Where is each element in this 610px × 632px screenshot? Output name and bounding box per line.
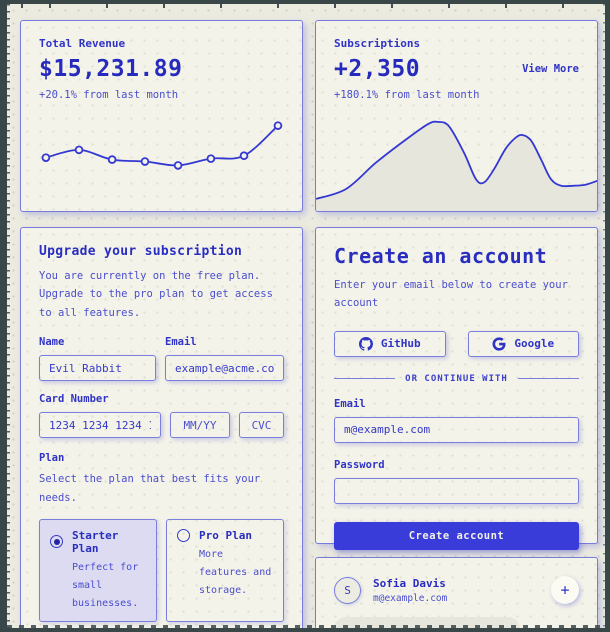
message-bubble-placeholder — [334, 617, 520, 628]
dashboard-page: Total Revenue $15,231.89 +20.1% from las… — [7, 4, 605, 628]
subscriptions-value: +2,350 — [334, 56, 421, 82]
github-button-label: GitHub — [380, 337, 421, 351]
subscriptions-area-chart — [316, 120, 597, 211]
github-icon — [358, 336, 373, 351]
frame-ticks-top — [7, 4, 605, 8]
divider-line-right — [517, 378, 580, 380]
frame-ticks-right — [603, 4, 605, 628]
chat-user-email: m@example.com — [373, 592, 448, 604]
divider-line-left — [334, 378, 396, 380]
upgrade-subscription-card: Upgrade your subscription You are curren… — [20, 227, 303, 628]
chat-card: S Sofia Davis m@example.com + — [315, 557, 598, 628]
pro-plan-option[interactable]: Pro Plan More features and storage. — [166, 518, 284, 622]
name-label: Name — [39, 336, 65, 349]
signup-description: Enter your email below to create your ac… — [334, 279, 568, 310]
chat-user-name: Sofia Davis — [373, 576, 446, 590]
pro-plan-name: Pro Plan — [199, 528, 252, 542]
pro-plan-description: More features and storage. — [199, 548, 272, 596]
signup-title: Create an account — [334, 244, 548, 268]
total-revenue-title: Total Revenue — [39, 37, 126, 50]
subscriptions-title: Subscriptions — [334, 37, 421, 50]
google-button-label: Google — [514, 337, 555, 351]
card-cvc-field[interactable] — [239, 412, 284, 439]
plan-label: Plan — [39, 452, 65, 465]
frame-ticks-left — [7, 4, 10, 628]
plus-icon: + — [560, 580, 570, 599]
plan-description: Select the plan that best fits your need… — [39, 473, 261, 504]
google-button[interactable]: Google — [467, 330, 579, 357]
upgrade-title: Upgrade your subscription — [39, 244, 243, 259]
revenue-line-chart — [41, 121, 283, 170]
subscriptions-delta: +180.1% from last month — [334, 89, 480, 101]
billing-email-field[interactable] — [165, 355, 284, 382]
card-expiry-field[interactable] — [170, 412, 230, 439]
avatar-initial: S — [344, 583, 351, 597]
starter-plan-description: Perfect for small businesses. — [72, 561, 139, 609]
upgrade-description: You are currently on the free plan. Upgr… — [39, 270, 273, 319]
total-revenue-delta: +20.1% from last month — [39, 89, 179, 101]
create-account-card: Create an account Enter your email below… — [315, 227, 598, 550]
name-field[interactable] — [39, 355, 156, 382]
divider-text: OR CONTINUE WITH — [405, 373, 508, 384]
total-revenue-card: Total Revenue $15,231.89 +20.1% from las… — [20, 20, 303, 212]
starter-plan-option[interactable]: Starter Plan Perfect for small businesse… — [39, 518, 157, 622]
card-number-field[interactable] — [39, 412, 161, 439]
starter-plan-name: Starter Plan — [72, 528, 119, 555]
card-number-label: Card Number — [39, 393, 109, 406]
email-label: Email — [165, 336, 197, 349]
signup-email-field[interactable] — [334, 416, 579, 443]
subscriptions-card: Subscriptions +2,350 View More +180.1% f… — [315, 20, 598, 212]
signup-email-label: Email — [334, 397, 366, 410]
create-account-button[interactable]: Create account — [334, 521, 579, 550]
password-label: Password — [334, 458, 385, 471]
google-icon — [492, 337, 506, 351]
github-button[interactable]: GitHub — [334, 330, 446, 357]
avatar: S — [334, 576, 361, 604]
starter-plan-radio-icon[interactable] — [50, 535, 63, 549]
view-more-link[interactable]: View More — [522, 63, 579, 75]
password-field[interactable] — [334, 477, 579, 504]
pro-plan-radio-icon[interactable] — [177, 528, 190, 542]
or-continue-divider: OR CONTINUE WITH — [334, 373, 580, 384]
add-user-button[interactable]: + — [551, 576, 579, 604]
total-revenue-value: $15,231.89 — [39, 56, 183, 82]
